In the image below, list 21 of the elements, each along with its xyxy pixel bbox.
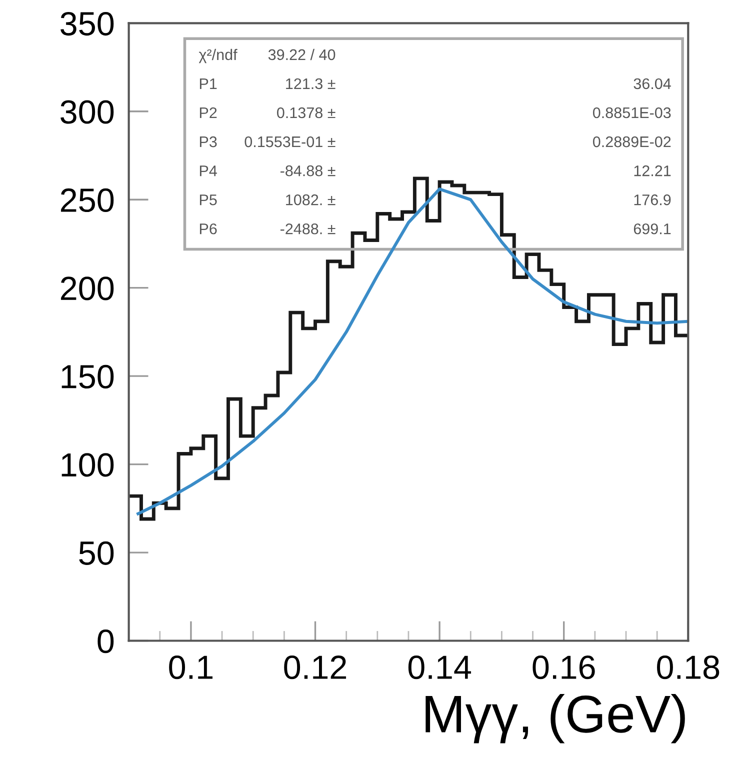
y-tick-label: 300: [60, 100, 114, 124]
x-tick-label: 0.1: [169, 656, 212, 680]
x-tick-label: 0.16: [532, 656, 595, 680]
y-tick-label: 0: [98, 630, 114, 654]
y-tick-label: 350: [60, 12, 114, 36]
text: P6 -2488. ± 699.1: [200, 223, 671, 234]
text: P1 121.3 ± 36.04: [200, 78, 671, 90]
text: χ²/ndf 39.22 / 40: [198, 48, 336, 64]
y-tick-label: 200: [60, 276, 114, 300]
y-tick-label: 150: [62, 364, 114, 388]
text: P2 0.1378 ± 0.8851E-03: [200, 107, 671, 118]
y-tick-label: 50: [79, 541, 114, 565]
x-tick-label: 0.18: [657, 656, 720, 680]
x-tick-label: 0.12: [284, 656, 346, 680]
text: P3 0.1553E-01 ± 0.2889E-02: [200, 136, 671, 148]
y-tick-label: 100: [62, 453, 114, 477]
x-tick-label: 0.14: [408, 656, 472, 680]
x-axis-title: Mγγ, (GeV): [426, 694, 685, 744]
y-tick-label: 250: [60, 188, 114, 212]
text: P4 -84.88 ± 12.21: [200, 165, 671, 176]
text: P5 1082. ± 176.9: [200, 194, 671, 206]
